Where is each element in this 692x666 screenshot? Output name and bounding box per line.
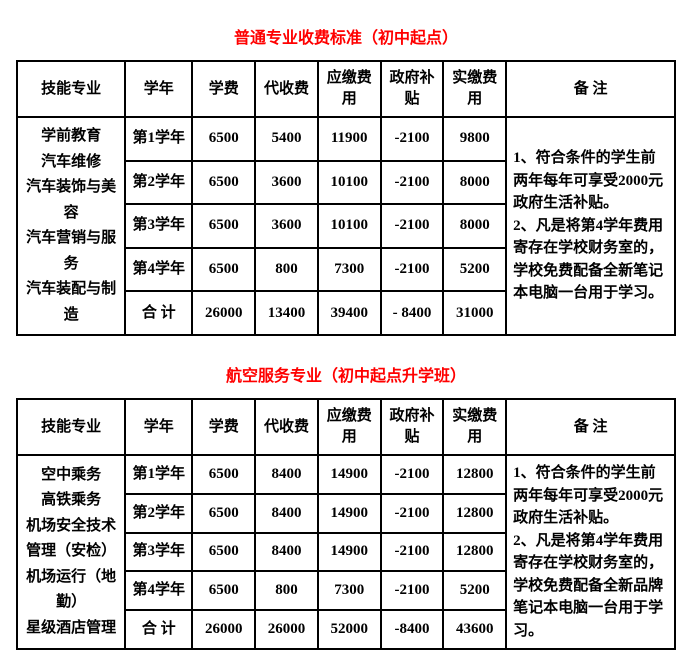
subsidy-cell: -8400: [381, 610, 444, 649]
h-year: 学年: [125, 61, 192, 117]
tuition-cell: 26000: [192, 291, 255, 335]
tuition-cell: 6500: [192, 494, 255, 533]
proxy-cell: 3600: [255, 161, 318, 205]
table1-title: 普通专业收费标准（初中起点）: [16, 24, 676, 48]
remark-cell: 1、符合条件的学生前两年每年可享受2000元政府生活补贴。2、凡是将第4学年费用…: [506, 117, 675, 335]
tuition-cell: 6500: [192, 533, 255, 572]
proxy-cell: 26000: [255, 610, 318, 649]
year-cell: 第3学年: [125, 533, 192, 572]
proxy-cell: 800: [255, 248, 318, 292]
h-due: 应缴费用: [318, 61, 381, 117]
due-cell: 52000: [318, 610, 381, 649]
actual-cell: 12800: [443, 455, 506, 494]
h-subsidy: 政府补贴: [381, 61, 444, 117]
due-cell: 10100: [318, 161, 381, 205]
subsidy-cell: -2100: [381, 161, 444, 205]
table2-title: 航空服务专业（初中起点升学班）: [16, 362, 676, 386]
h-remark: 备 注: [506, 399, 675, 455]
proxy-cell: 3600: [255, 204, 318, 248]
actual-cell: 12800: [443, 494, 506, 533]
year-cell: 合 计: [125, 610, 192, 649]
actual-cell: 31000: [443, 291, 506, 335]
h-tuition: 学费: [192, 61, 255, 117]
header-row: 技能专业 学年 学费 代收费 应缴费用 政府补贴 实缴费用 备 注: [17, 399, 675, 455]
tuition-cell: 6500: [192, 161, 255, 205]
h-major: 技能专业: [17, 61, 125, 117]
major-cell: 空中乘务高铁乘务机场安全技术管理（安检）机场运行（地勤）星级酒店管理: [17, 455, 125, 649]
due-cell: 14900: [318, 533, 381, 572]
year-cell: 第4学年: [125, 248, 192, 292]
actual-cell: 9800: [443, 117, 506, 161]
year-cell: 合 计: [125, 291, 192, 335]
subsidy-cell: -2100: [381, 571, 444, 610]
actual-cell: 43600: [443, 610, 506, 649]
actual-cell: 12800: [443, 533, 506, 572]
remark-cell: 1、符合条件的学生前两年每年可享受2000元政府生活补贴。2、凡是将第4学年费用…: [506, 455, 675, 649]
due-cell: 10100: [318, 204, 381, 248]
fee-table-2: 技能专业 学年 学费 代收费 应缴费用 政府补贴 实缴费用 备 注 空中乘务高铁…: [16, 398, 676, 650]
h-proxy: 代收费: [255, 61, 318, 117]
actual-cell: 8000: [443, 161, 506, 205]
tuition-cell: 6500: [192, 571, 255, 610]
subsidy-cell: -2100: [381, 117, 444, 161]
subsidy-cell: -2100: [381, 455, 444, 494]
subsidy-cell: -2100: [381, 494, 444, 533]
h-major: 技能专业: [17, 399, 125, 455]
due-cell: 11900: [318, 117, 381, 161]
due-cell: 7300: [318, 248, 381, 292]
tuition-cell: 26000: [192, 610, 255, 649]
year-cell: 第1学年: [125, 455, 192, 494]
due-cell: 14900: [318, 494, 381, 533]
proxy-cell: 8400: [255, 494, 318, 533]
year-cell: 第4学年: [125, 571, 192, 610]
actual-cell: 8000: [443, 204, 506, 248]
proxy-cell: 8400: [255, 455, 318, 494]
table-row: 空中乘务高铁乘务机场安全技术管理（安检）机场运行（地勤）星级酒店管理 第1学年 …: [17, 455, 675, 494]
year-cell: 第1学年: [125, 117, 192, 161]
year-cell: 第3学年: [125, 204, 192, 248]
tuition-cell: 6500: [192, 117, 255, 161]
table-row: 学前教育汽车维修汽车装饰与美容汽车营销与服务汽车装配与制造 第1学年 6500 …: [17, 117, 675, 161]
h-due: 应缴费用: [318, 399, 381, 455]
proxy-cell: 800: [255, 571, 318, 610]
h-year: 学年: [125, 399, 192, 455]
proxy-cell: 13400: [255, 291, 318, 335]
tuition-cell: 6500: [192, 455, 255, 494]
subsidy-cell: -2100: [381, 204, 444, 248]
actual-cell: 5200: [443, 571, 506, 610]
actual-cell: 5200: [443, 248, 506, 292]
major-cell: 学前教育汽车维修汽车装饰与美容汽车营销与服务汽车装配与制造: [17, 117, 125, 335]
tuition-cell: 6500: [192, 204, 255, 248]
tuition-cell: 6500: [192, 248, 255, 292]
h-proxy: 代收费: [255, 399, 318, 455]
h-remark: 备 注: [506, 61, 675, 117]
due-cell: 39400: [318, 291, 381, 335]
h-tuition: 学费: [192, 399, 255, 455]
h-actual: 实缴费用: [443, 61, 506, 117]
proxy-cell: 5400: [255, 117, 318, 161]
proxy-cell: 8400: [255, 533, 318, 572]
year-cell: 第2学年: [125, 161, 192, 205]
header-row: 技能专业 学年 学费 代收费 应缴费用 政府补贴 实缴费用 备 注: [17, 61, 675, 117]
year-cell: 第2学年: [125, 494, 192, 533]
subsidy-cell: -2100: [381, 533, 444, 572]
h-actual: 实缴费用: [443, 399, 506, 455]
subsidy-cell: - 8400: [381, 291, 444, 335]
h-subsidy: 政府补贴: [381, 399, 444, 455]
subsidy-cell: -2100: [381, 248, 444, 292]
fee-table-1: 技能专业 学年 学费 代收费 应缴费用 政府补贴 实缴费用 备 注 学前教育汽车…: [16, 60, 676, 336]
due-cell: 7300: [318, 571, 381, 610]
due-cell: 14900: [318, 455, 381, 494]
